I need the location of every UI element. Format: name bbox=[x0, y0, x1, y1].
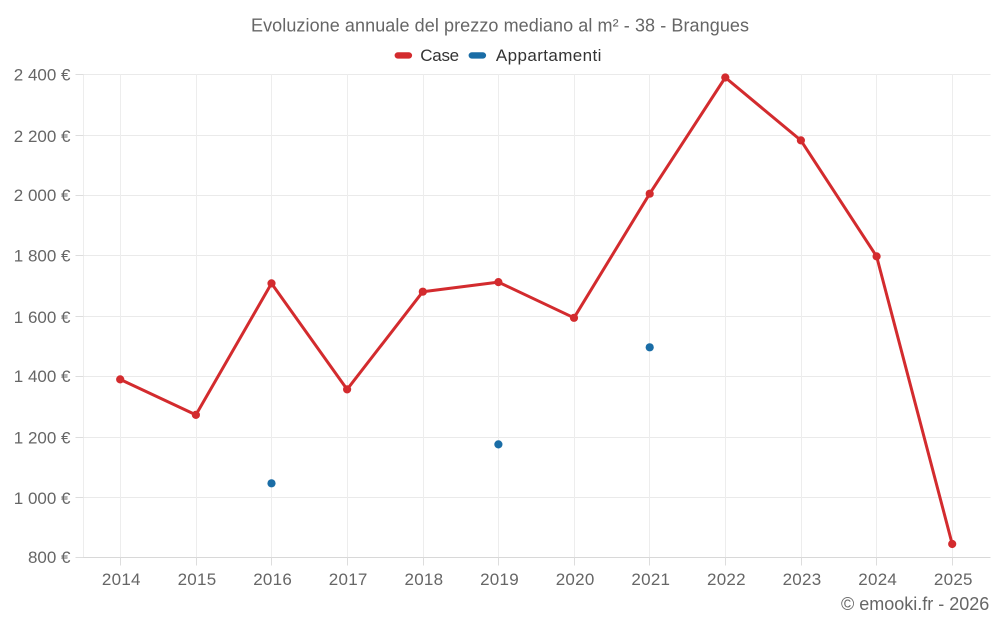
svg-text:2015: 2015 bbox=[178, 570, 217, 589]
svg-text:2024: 2024 bbox=[858, 570, 897, 589]
svg-text:2 000 €: 2 000 € bbox=[14, 186, 71, 205]
svg-text:1 600 €: 1 600 € bbox=[14, 308, 71, 327]
svg-text:Evoluzione annuale del prezzo: Evoluzione annuale del prezzo mediano al… bbox=[251, 15, 749, 35]
svg-text:2018: 2018 bbox=[405, 570, 444, 589]
svg-text:Appartamenti: Appartamenti bbox=[496, 46, 602, 65]
svg-text:1 800 €: 1 800 € bbox=[14, 247, 71, 266]
svg-text:2025: 2025 bbox=[934, 570, 973, 589]
svg-text:© emooki.fr - 2026: © emooki.fr - 2026 bbox=[841, 594, 989, 614]
svg-text:2017: 2017 bbox=[329, 570, 368, 589]
svg-text:2014: 2014 bbox=[102, 570, 141, 589]
svg-text:2019: 2019 bbox=[480, 570, 519, 589]
svg-text:2023: 2023 bbox=[783, 570, 822, 589]
svg-text:2022: 2022 bbox=[707, 570, 746, 589]
svg-text:2021: 2021 bbox=[631, 570, 670, 589]
svg-text:1 400 €: 1 400 € bbox=[14, 367, 71, 386]
svg-text:2020: 2020 bbox=[556, 570, 595, 589]
svg-text:Case: Case bbox=[420, 46, 459, 65]
svg-text:1 200 €: 1 200 € bbox=[14, 429, 71, 448]
svg-text:2016: 2016 bbox=[253, 570, 292, 589]
svg-text:800 €: 800 € bbox=[28, 548, 71, 567]
svg-text:2 400 €: 2 400 € bbox=[14, 66, 71, 85]
svg-text:1 000 €: 1 000 € bbox=[14, 489, 71, 508]
svg-text:2 200 €: 2 200 € bbox=[14, 127, 71, 146]
